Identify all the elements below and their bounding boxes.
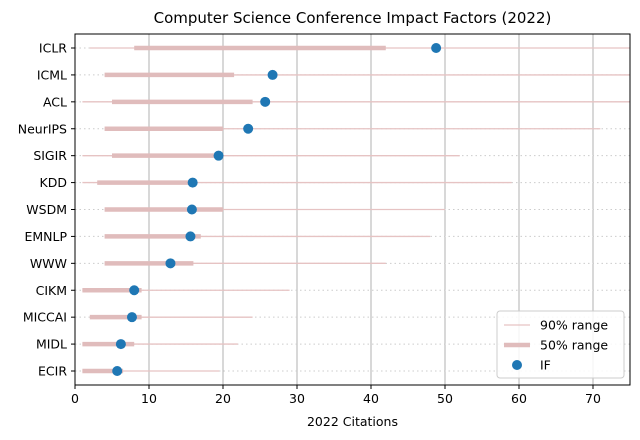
- y-tick-label: SIGIR: [33, 148, 67, 163]
- chart-title: Computer Science Conference Impact Facto…: [154, 9, 552, 27]
- point-kdd: [187, 177, 198, 188]
- x-tick-label: 50: [437, 391, 453, 406]
- x-tick-label: 0: [71, 391, 79, 406]
- y-tick-label: WWW: [30, 256, 67, 271]
- point-midl: [115, 339, 126, 350]
- y-tick-label: MIDL: [36, 337, 67, 352]
- point-neurips: [243, 123, 254, 134]
- if-points: [112, 43, 442, 376]
- point-icml: [267, 69, 278, 80]
- y-tick-label: ACL: [43, 94, 67, 109]
- y-tick-label: CIKM: [36, 283, 67, 298]
- y-tick-label: EMNLP: [24, 229, 67, 244]
- legend-box: [496, 310, 625, 379]
- legend-label: 90% range: [540, 318, 608, 333]
- y-tick-label: WSDM: [26, 202, 67, 217]
- y-tick-label: ECIR: [38, 364, 67, 379]
- x-tick-label: 40: [363, 391, 379, 406]
- x-axis-label: 2022 Citations: [307, 414, 398, 429]
- x-axis-ticks: 0 10 20 30 40 50 60 70: [71, 385, 601, 406]
- legend-swatch-if: [512, 360, 522, 370]
- x-tick-label: 70: [585, 391, 601, 406]
- x-tick-label: 10: [141, 391, 157, 406]
- point-www: [165, 258, 176, 269]
- y-tick-label: MICCAI: [23, 310, 67, 325]
- x-tick-label: 20: [215, 391, 231, 406]
- point-miccai: [126, 312, 137, 323]
- legend: 90% range 50% range IF: [496, 310, 625, 379]
- legend-label: IF: [540, 358, 551, 373]
- x-tick-label: 30: [289, 391, 305, 406]
- y-tick-label: NeurIPS: [18, 121, 67, 136]
- y-tick-label: ICML: [37, 67, 67, 82]
- point-wsdm: [186, 204, 197, 215]
- legend-label: 50% range: [540, 338, 608, 353]
- point-iclr: [431, 43, 442, 53]
- point-acl: [260, 96, 271, 107]
- point-sigir: [213, 150, 224, 161]
- y-axis-ticks: ICLR ICML ACL NeurIPS SIGIR KDD WSDM EMNLP WWW CI…: [18, 41, 75, 379]
- y-tick-label: KDD: [40, 175, 67, 190]
- x-tick-label: 60: [511, 391, 527, 406]
- point-emnlp: [185, 231, 196, 242]
- point-ecir: [112, 366, 123, 376]
- range-50-lines: [82, 45, 386, 374]
- point-cikm: [129, 285, 140, 296]
- y-tick-label: ICLR: [39, 41, 67, 56]
